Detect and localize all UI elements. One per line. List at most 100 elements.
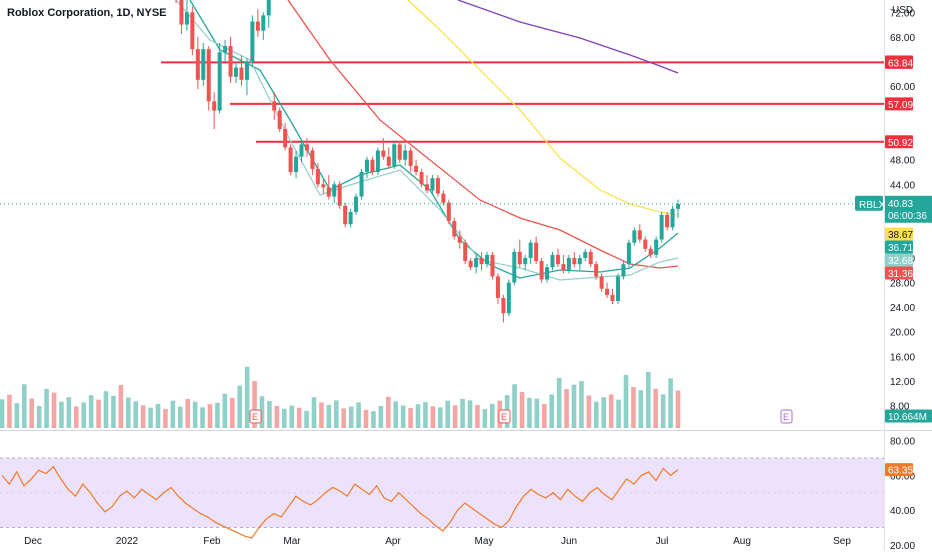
candle-body <box>403 150 408 160</box>
volume-bar <box>163 409 168 428</box>
volume-bar <box>267 401 272 428</box>
candle-body <box>457 236 462 243</box>
candle-body <box>485 254 490 265</box>
volume-bar <box>281 408 287 428</box>
ma-long-line <box>457 0 679 74</box>
candle-body <box>676 203 680 209</box>
ma-fast2-tag: 32.68 <box>885 253 913 267</box>
volume-bar <box>51 392 57 428</box>
x-axis-label: Aug <box>733 536 751 547</box>
price-tick-label: 8.00 <box>890 401 910 412</box>
candle-body <box>599 276 604 289</box>
level-tag: 50.92 <box>885 135 913 149</box>
candle-body <box>517 251 522 265</box>
volume-bar <box>215 402 220 428</box>
level-tag-text: 50.92 <box>888 138 913 149</box>
volume-bar <box>571 384 577 428</box>
candle-body <box>441 193 446 203</box>
volume-bar <box>326 404 332 428</box>
volume-bar <box>29 398 35 428</box>
volume-bar <box>579 381 584 428</box>
candle-body <box>201 49 206 80</box>
volume-bar <box>593 401 599 428</box>
volume-bar <box>296 407 302 428</box>
candle-body <box>588 251 593 265</box>
earnings-letter: E <box>252 412 258 422</box>
candle-body <box>659 215 664 240</box>
candle-body <box>605 288 610 295</box>
volume-bar <box>408 408 413 428</box>
volume-bar <box>289 405 295 428</box>
candle-body <box>234 67 239 77</box>
candle-body <box>239 67 244 80</box>
x-axis-label: Jul <box>656 536 669 547</box>
candle-body <box>555 254 560 265</box>
volume-bar <box>616 399 621 428</box>
candle-body <box>397 144 402 160</box>
candle-body <box>468 261 473 268</box>
volume-bar <box>393 401 399 428</box>
candle-body <box>190 12 195 50</box>
ma-fast-tag-box <box>885 240 913 254</box>
volume-bar <box>645 372 651 428</box>
level-tag: 57.09 <box>885 97 913 111</box>
volume-bar <box>608 394 614 428</box>
candle-body <box>419 172 424 185</box>
volume-bar <box>7 394 12 428</box>
rsi-tick-label: 80.00 <box>890 437 915 448</box>
level-tag-box <box>885 135 913 149</box>
ma-fast-tag-text: 36.71 <box>888 243 913 254</box>
volume-bar <box>274 405 280 428</box>
chart-title: Roblox Corporation, 1D, NYSE <box>7 7 167 19</box>
currency-label: USD <box>892 5 913 16</box>
volume-bar <box>66 397 72 428</box>
volume-bar <box>36 405 42 428</box>
symbol-tag-box <box>855 195 883 211</box>
earnings-badge <box>498 409 511 424</box>
volume-bar <box>423 402 428 428</box>
candle-body <box>408 150 413 166</box>
rsi-last-tag-box <box>885 463 913 477</box>
volume-bar <box>207 404 213 428</box>
volume-bar <box>385 396 391 428</box>
price-tick-label: 48.00 <box>890 156 915 167</box>
x-axis-label: Feb <box>203 536 221 547</box>
candle-body <box>463 242 468 262</box>
candle-body <box>315 168 320 185</box>
x-axis-label: Dec <box>24 536 42 547</box>
volume-bar <box>527 397 532 428</box>
ma-slow-tag-text: 38.67 <box>888 230 913 241</box>
candle-body <box>250 21 255 62</box>
candle-body <box>665 215 670 228</box>
candle-body <box>615 276 620 301</box>
candle-body <box>195 49 200 80</box>
price-tick-label: 16.00 <box>890 352 915 363</box>
candle-body <box>577 258 582 265</box>
candle-body <box>523 258 528 265</box>
volume-bar <box>88 395 94 428</box>
volume-bar <box>519 391 525 428</box>
candle-body <box>572 258 577 265</box>
candle-body <box>528 242 533 258</box>
candle-body <box>474 258 479 268</box>
volume-bar <box>445 400 451 428</box>
volume-bar <box>549 394 555 428</box>
x-axis-label: May <box>475 536 494 547</box>
volume-bar <box>185 398 191 428</box>
volume-bar <box>534 398 540 428</box>
price-tick-label: 24.00 <box>890 303 915 314</box>
price-tick-label: 28.00 <box>890 279 915 290</box>
level-tag-box <box>885 97 913 111</box>
candle-body <box>392 144 397 166</box>
volume-bar <box>341 408 347 428</box>
volume-bar <box>564 389 569 428</box>
volume-bar <box>631 387 636 428</box>
candle-body <box>310 150 315 169</box>
volume-tag-box <box>885 409 932 423</box>
candle-body <box>179 0 184 25</box>
volume-bar <box>118 384 124 428</box>
candle-body <box>337 184 342 206</box>
candle-body <box>490 254 495 277</box>
